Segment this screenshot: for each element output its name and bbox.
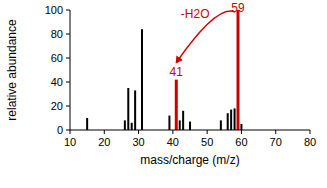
- bar: [230, 110, 232, 130]
- bar: [237, 10, 240, 130]
- x-tick: [70, 130, 71, 134]
- bar: [168, 116, 170, 130]
- bar: [189, 122, 191, 130]
- bar: [179, 120, 181, 130]
- bar: [127, 88, 129, 130]
- x-tick: [241, 130, 242, 134]
- y-tick: [66, 130, 70, 131]
- x-axis: [70, 130, 310, 131]
- x-tick: [275, 130, 276, 134]
- x-tick-label: 80: [304, 136, 316, 148]
- y-axis: [70, 10, 71, 130]
- annotation-text: -H2O: [181, 7, 210, 21]
- x-axis-label: mass/charge (m/z): [140, 153, 239, 167]
- x-tick-label: 10: [64, 136, 76, 148]
- bar: [141, 29, 143, 130]
- x-tick-label: 60: [235, 136, 247, 148]
- x-tick-label: 30: [132, 136, 144, 148]
- y-tick-label: 0: [57, 124, 63, 136]
- annotation-label: 41: [170, 65, 184, 79]
- y-tick-label: 20: [51, 100, 63, 112]
- chart: 0 20 40 60 80 100 10 20 30 40 50 60 70 80 mass/charge …: [0, 0, 327, 188]
- y-tick-label: 40: [51, 76, 63, 88]
- y-tick: [66, 82, 70, 83]
- bar: [220, 120, 222, 130]
- bar: [134, 90, 136, 130]
- x-tick: [207, 130, 208, 134]
- bar: [182, 111, 184, 130]
- x-tick: [138, 130, 139, 134]
- y-tick-label: 60: [51, 52, 63, 64]
- x-tick-label: 40: [167, 136, 179, 148]
- x-tick: [104, 130, 105, 134]
- bars: [86, 10, 242, 130]
- x-tick-label: 20: [98, 136, 110, 148]
- x-tick: [310, 130, 311, 134]
- bar: [175, 80, 178, 130]
- y-tick: [66, 58, 70, 59]
- y-tick: [66, 10, 70, 11]
- y-tick: [66, 106, 70, 107]
- x-tick-label: 50: [201, 136, 213, 148]
- bar: [234, 108, 236, 130]
- y-tick-label: 80: [51, 28, 63, 40]
- y-tick-label: 100: [45, 4, 63, 16]
- bar: [240, 124, 242, 130]
- bar: [131, 123, 133, 130]
- x-tick: [172, 130, 173, 134]
- x-tick-label: 70: [270, 136, 282, 148]
- bar: [227, 113, 229, 130]
- y-axis-label: relative abundance: [5, 19, 19, 121]
- annotation-label: 59: [231, 1, 245, 15]
- y-tick: [66, 34, 70, 35]
- bar: [86, 118, 88, 130]
- bar: [124, 120, 126, 130]
